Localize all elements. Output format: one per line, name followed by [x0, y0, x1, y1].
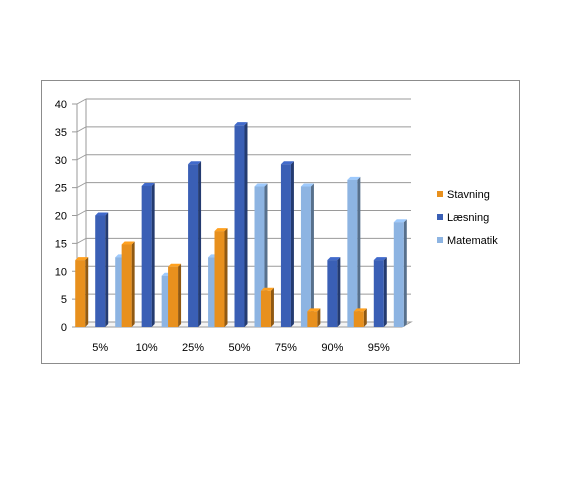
y-tick-label: 0: [61, 322, 67, 334]
bar-top: [188, 161, 202, 165]
bar-side: [224, 228, 228, 327]
bar-side: [310, 183, 314, 327]
bar-top: [234, 122, 248, 126]
bar-top: [300, 183, 314, 187]
bar-stavning-95%: [353, 311, 364, 327]
y-tick-label: 30: [55, 155, 67, 167]
bar-top: [214, 228, 228, 232]
bar-side: [337, 257, 341, 327]
bar-stavning-90%: [307, 311, 318, 327]
x-tick-label: 50%: [228, 342, 250, 354]
bar-læsning-50%: [234, 125, 245, 327]
bar-læsning-5%: [95, 215, 106, 327]
bar-stavning-75%: [260, 290, 271, 327]
gridline-depth: [76, 154, 87, 161]
bar-matematik-90%: [347, 179, 358, 327]
y-tick-label: 20: [55, 211, 67, 223]
bar-matematik-50%: [254, 186, 265, 327]
x-tick-label: 75%: [275, 342, 297, 354]
bar-matematik-5%: [115, 257, 126, 327]
gridline-depth: [76, 237, 87, 244]
gridline-depth: [76, 182, 87, 189]
x-tick-label: 90%: [321, 342, 343, 354]
bar-stavning-50%: [214, 231, 225, 327]
bar-side: [290, 161, 294, 327]
legend-swatch: [437, 214, 443, 220]
y-tick-label: 35: [55, 127, 67, 139]
legend-label: Læsning: [447, 212, 489, 224]
x-tick-label: 95%: [368, 342, 390, 354]
y-tick-label: 40: [55, 99, 67, 111]
bar-side: [357, 176, 361, 327]
bar-stavning-5%: [75, 260, 86, 327]
bar-top: [141, 182, 155, 186]
x-tick-label: 10%: [136, 342, 158, 354]
legend-label: Stavning: [447, 189, 490, 201]
bar-top: [260, 287, 274, 291]
bar-side: [105, 212, 109, 327]
legend-swatch: [437, 237, 443, 243]
bar-læsning-90%: [327, 260, 338, 327]
bar-top: [393, 219, 407, 223]
bar-side: [151, 182, 155, 327]
gridline-depth: [76, 210, 87, 216]
bar-side: [363, 308, 367, 327]
bar-side: [270, 287, 274, 327]
bar-side: [198, 161, 202, 327]
bar-læsning-75%: [280, 164, 291, 327]
bar-top: [327, 257, 341, 261]
bar-side: [403, 219, 407, 327]
y-tick-label: 15: [55, 238, 67, 250]
y-tick-label: 25: [55, 183, 67, 195]
chart-frame: [41, 80, 520, 364]
bar-top: [373, 257, 387, 261]
bar-stavning-25%: [168, 266, 179, 327]
bar-top: [347, 176, 361, 180]
bar-top: [254, 183, 268, 187]
bar-stavning-10%: [121, 244, 132, 327]
legend-label: Matematik: [447, 235, 498, 247]
bar-top: [280, 161, 294, 165]
bar-side: [85, 257, 89, 327]
bar-side: [244, 122, 248, 327]
bar-top: [95, 212, 109, 216]
bar-matematik-75%: [300, 186, 311, 327]
gridline-depth: [76, 126, 87, 133]
bar-matematik-10%: [161, 275, 172, 327]
bar-læsning-10%: [141, 185, 152, 327]
bar-top: [168, 263, 182, 267]
y-tick-label: 5: [61, 294, 67, 306]
bar-læsning-95%: [373, 260, 384, 327]
bar-side: [383, 257, 387, 327]
bar-matematik-95%: [393, 222, 404, 327]
x-tick-label: 5%: [92, 342, 108, 354]
bar-side: [131, 241, 135, 327]
gridline-depth: [76, 98, 87, 105]
bar-side: [178, 263, 182, 327]
bar-top: [353, 308, 367, 312]
bar-matematik-25%: [208, 257, 219, 327]
bar-top: [307, 308, 321, 312]
legend-swatch: [437, 191, 443, 197]
x-tick-label: 25%: [182, 342, 204, 354]
bar-top: [75, 257, 89, 261]
y-tick-label: 10: [55, 266, 67, 278]
bar-side: [317, 308, 321, 327]
bar-læsning-25%: [188, 164, 199, 327]
bar-top: [121, 241, 135, 245]
